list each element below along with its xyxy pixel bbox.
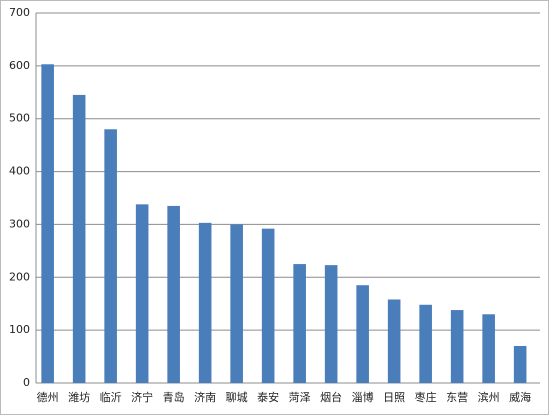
x-tick-label: 日照 xyxy=(383,391,405,404)
y-tick-label: 700 xyxy=(9,6,30,19)
x-tick-label: 东营 xyxy=(446,390,468,404)
x-tick-label: 威海 xyxy=(509,390,531,404)
x-tick-label: 青岛 xyxy=(163,390,185,404)
y-tick-label: 600 xyxy=(9,59,30,72)
x-tick-label: 枣庄 xyxy=(415,390,437,404)
bar xyxy=(230,224,243,383)
bar xyxy=(482,314,495,383)
bar xyxy=(72,94,86,383)
bar xyxy=(324,265,338,383)
y-tick-label: 400 xyxy=(9,165,30,178)
x-tick-label: 济宁 xyxy=(131,390,153,404)
x-tick-label: 潍坊 xyxy=(68,390,90,404)
bar xyxy=(104,129,117,383)
x-tick-label: 烟台 xyxy=(320,390,342,404)
bar xyxy=(419,304,432,383)
x-tick-label: 德州 xyxy=(37,390,59,404)
x-tick-label: 济南 xyxy=(194,390,216,404)
y-tick-label: 100 xyxy=(9,323,30,336)
bar xyxy=(41,64,54,384)
x-tick-label: 菏泽 xyxy=(289,391,311,404)
bar xyxy=(167,205,180,383)
bar xyxy=(261,228,275,383)
bar xyxy=(450,310,464,383)
y-tick-label: 200 xyxy=(9,270,30,283)
y-tick-label: 300 xyxy=(9,217,30,230)
bar xyxy=(356,285,369,383)
bar xyxy=(387,299,401,383)
bar xyxy=(293,264,306,383)
x-tick-label: 聊城 xyxy=(226,390,248,404)
bar xyxy=(513,346,527,383)
bar xyxy=(135,204,149,383)
x-tick-label: 泰安 xyxy=(257,390,279,404)
y-tick-label: 500 xyxy=(9,112,30,125)
x-tick-label: 临沂 xyxy=(100,390,122,404)
y-tick-label: 0 xyxy=(23,376,30,389)
x-tick-label: 淄博 xyxy=(352,391,374,404)
x-tick-label: 滨州 xyxy=(478,390,500,404)
bar xyxy=(198,222,212,383)
